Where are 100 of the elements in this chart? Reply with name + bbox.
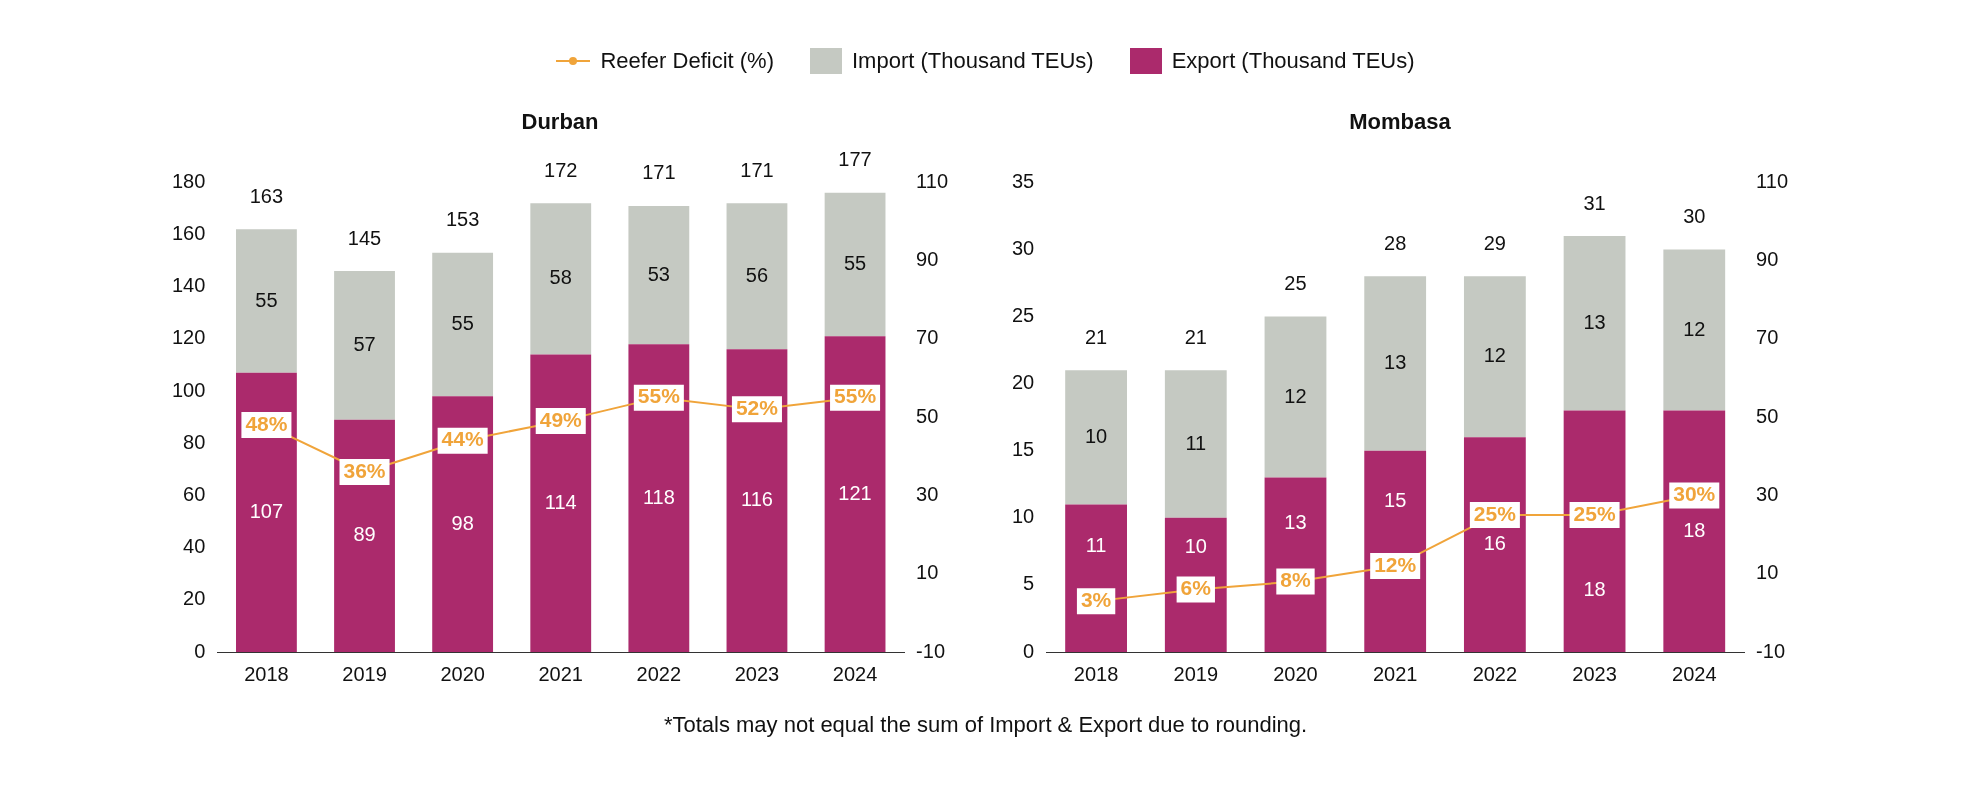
- y2-tick-label: -10: [1756, 639, 1786, 662]
- data-label: 55: [255, 288, 278, 311]
- y-tick-label: 20: [183, 587, 206, 610]
- x-tick-label: 2023: [1572, 662, 1617, 685]
- data-label: 55: [451, 312, 474, 335]
- bar: [530, 354, 592, 652]
- data-label: 49%: [539, 407, 583, 431]
- data-label: 48%: [245, 411, 288, 435]
- data-label: 116: [741, 488, 773, 511]
- data-label: 12: [1683, 317, 1706, 340]
- total-label: 163: [249, 184, 284, 207]
- x-tick-label: 2023: [734, 662, 780, 685]
- x-tick-label: 2018: [1073, 662, 1119, 685]
- x-tick-label: 2024: [832, 662, 878, 685]
- data-label: 36%: [343, 458, 386, 482]
- data-label: 53: [647, 262, 670, 285]
- y2-tick-label: 110: [1756, 169, 1789, 192]
- y-tick-label: 140: [171, 274, 206, 297]
- bar: [334, 419, 395, 652]
- data-label: 58: [549, 266, 572, 289]
- data-label: 118: [642, 485, 675, 508]
- data-label: 18: [1583, 577, 1606, 600]
- y-tick-label: 5: [1023, 572, 1035, 595]
- data-label: 98: [451, 511, 474, 534]
- y-tick-label: 0: [1023, 639, 1035, 662]
- data-label: 25%: [1473, 501, 1517, 525]
- x-tick-label: 2020: [1273, 662, 1318, 685]
- x-tick-label: 2021: [1372, 662, 1418, 685]
- data-label: 12: [1483, 344, 1506, 367]
- y-tick-label: 30: [1012, 237, 1035, 259]
- total-label: 29: [1483, 231, 1506, 254]
- x-tick-label: 2019: [342, 662, 387, 685]
- bar: [1563, 236, 1626, 411]
- bar: [1065, 370, 1127, 505]
- data-label: 57: [353, 332, 376, 355]
- total-label: 171: [642, 161, 676, 184]
- total-label: 172: [544, 158, 578, 181]
- bar: [1164, 517, 1227, 652]
- data-label: 11: [1185, 431, 1207, 454]
- y-tick-label: 25: [1012, 304, 1035, 327]
- y-tick-label: 120: [171, 326, 206, 349]
- y-tick-label: 35: [1012, 169, 1035, 192]
- bar: [1364, 276, 1427, 451]
- data-label: 52%: [735, 396, 779, 420]
- bar: [432, 252, 494, 397]
- legend-label: Reefer Deficit (%): [600, 48, 774, 74]
- y-tick-label: 0: [194, 639, 206, 662]
- data-label: 56: [745, 263, 769, 286]
- bar: [1663, 249, 1726, 411]
- total-label: 30: [1683, 205, 1706, 227]
- y2-tick-label: 70: [916, 326, 939, 349]
- bar: [334, 271, 395, 420]
- y-tick-label: 80: [183, 430, 206, 453]
- y2-tick-label: 50: [1756, 404, 1779, 427]
- total-label: 171: [740, 158, 774, 181]
- data-label: 10: [1084, 424, 1108, 447]
- bar: [1364, 450, 1427, 652]
- bar: [824, 192, 886, 337]
- data-label: 114: [544, 490, 577, 513]
- y2-tick-label: -10: [916, 639, 946, 662]
- data-label: 16: [1483, 532, 1506, 555]
- x-tick-label: 2022: [636, 662, 682, 685]
- legend-label: Export (Thousand TEUs): [1171, 48, 1415, 74]
- y2-tick-label: 30: [1756, 482, 1779, 505]
- y-tick-label: 20: [1012, 371, 1035, 394]
- y2-tick-label: 70: [1756, 326, 1779, 349]
- total-label: 21: [1084, 325, 1108, 348]
- bar: [1463, 437, 1526, 652]
- bar: [1463, 276, 1526, 438]
- y-tick-label: 160: [171, 222, 206, 245]
- y-tick-label: 100: [171, 378, 206, 401]
- total-label: 153: [445, 208, 480, 231]
- bar: [628, 205, 690, 345]
- data-label: 107: [249, 499, 284, 522]
- y2-tick-label: 90: [1756, 248, 1779, 271]
- data-label: 10: [1184, 534, 1207, 557]
- bar: [1563, 410, 1626, 652]
- x-tick-label: 2020: [440, 662, 485, 685]
- data-label: 121: [838, 481, 872, 504]
- bar: [1663, 410, 1726, 652]
- y-tick-label: 40: [183, 535, 206, 558]
- total-label: 31: [1583, 191, 1606, 214]
- x-tick-label: 2018: [244, 662, 289, 685]
- data-label: 30%: [1673, 482, 1716, 506]
- y2-tick-label: 110: [916, 169, 949, 192]
- data-label: 12: [1284, 384, 1307, 407]
- bar: [824, 336, 886, 652]
- x-tick-label: 2024: [1672, 662, 1717, 685]
- y-tick-label: 60: [183, 482, 206, 505]
- bar: [236, 372, 297, 652]
- data-label: 55%: [834, 384, 877, 408]
- y2-tick-label: 90: [916, 248, 939, 271]
- data-label: 11: [1085, 533, 1107, 556]
- x-tick-label: 2021: [538, 662, 583, 685]
- chart-title: Durban: [521, 109, 599, 135]
- data-label: 44%: [441, 427, 484, 451]
- bar: [726, 203, 788, 350]
- data-label: 25%: [1573, 501, 1616, 525]
- total-label: 25: [1284, 272, 1307, 295]
- total-label: 145: [347, 226, 382, 249]
